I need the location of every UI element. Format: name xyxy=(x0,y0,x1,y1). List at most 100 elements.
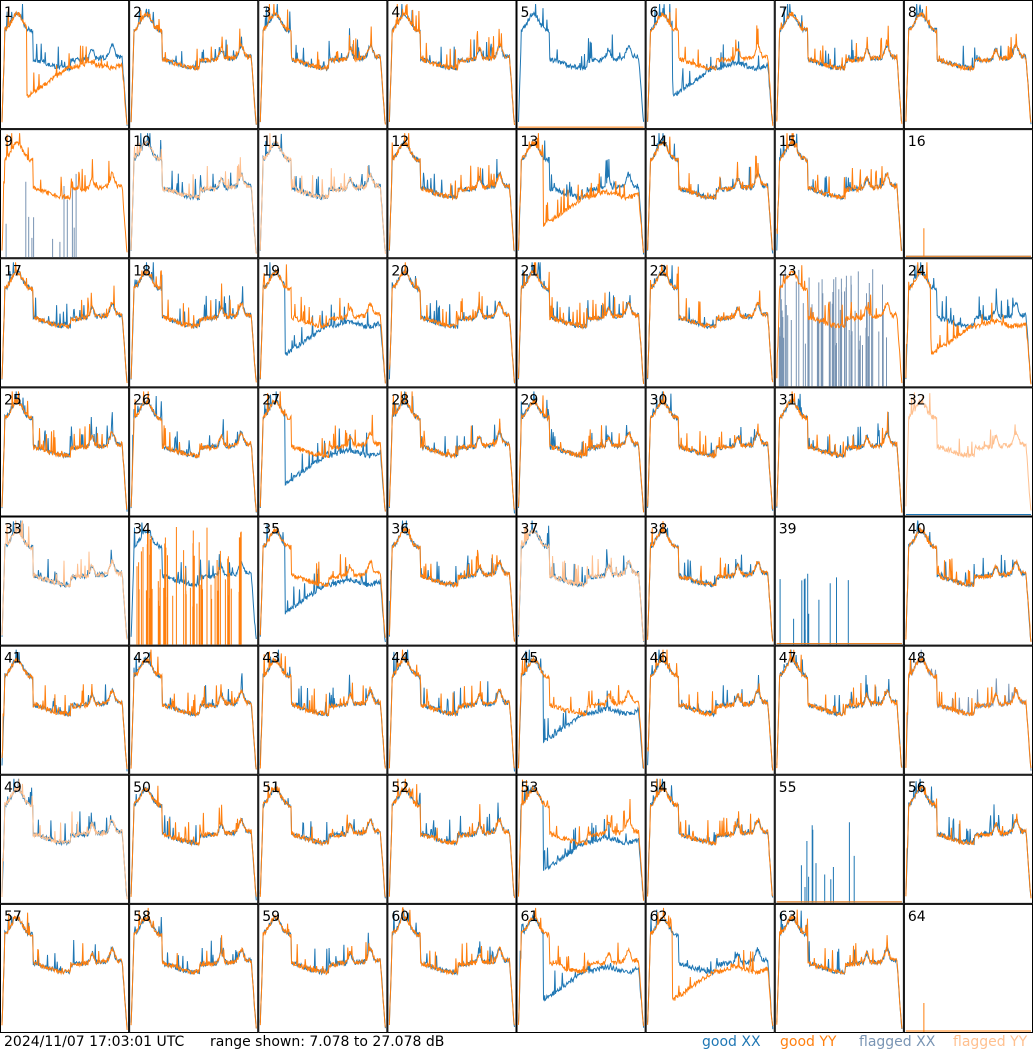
series-yy xyxy=(518,656,645,769)
panel-label: 1 xyxy=(4,5,13,21)
series-yy xyxy=(647,8,774,126)
series-yy xyxy=(518,779,645,901)
panel-label: 49 xyxy=(4,780,22,796)
panel-label: 30 xyxy=(650,392,668,408)
panel-label: 44 xyxy=(391,651,409,667)
panel-label: 25 xyxy=(4,392,22,408)
panel-label: 43 xyxy=(262,651,280,667)
series-yy xyxy=(259,3,386,125)
series-yy xyxy=(130,907,257,1029)
series-yy xyxy=(388,133,515,251)
panel-label: 51 xyxy=(262,780,280,796)
panel-frame xyxy=(645,387,775,517)
panel-frame xyxy=(387,0,517,130)
panel-frame xyxy=(387,903,517,1033)
series-yy xyxy=(388,778,515,898)
series-yy xyxy=(905,785,1032,899)
timestamp: 2024/11/07 17:03:01 UTC xyxy=(4,1034,185,1050)
panel-frame xyxy=(129,0,259,130)
panel-label: 23 xyxy=(779,263,797,279)
panel-label: 14 xyxy=(650,134,668,150)
legend-flagged-yy: flagged YY xyxy=(953,1034,1028,1050)
series-yy xyxy=(905,657,1032,768)
panel-frame xyxy=(645,258,775,388)
series-yy xyxy=(388,527,515,642)
series-yy xyxy=(776,391,903,513)
panel-frame xyxy=(0,129,130,259)
panel-label: 13 xyxy=(521,134,539,150)
footer-bar: 2024/11/07 17:03:01 UTC range shown: 7.0… xyxy=(0,1033,1033,1053)
series-yy xyxy=(647,391,774,510)
panel-label: 40 xyxy=(908,522,926,538)
panel-label: 12 xyxy=(391,134,409,150)
series-yy xyxy=(388,907,515,1026)
series-yy xyxy=(905,6,1032,123)
series-yy xyxy=(776,11,903,124)
panel-label: 4 xyxy=(391,5,400,21)
series-yy xyxy=(388,391,515,510)
panel-label: 59 xyxy=(262,909,280,925)
panel-label: 26 xyxy=(133,392,151,408)
panel-label: 15 xyxy=(779,134,797,150)
panel-label: 8 xyxy=(908,5,917,21)
panel-label: 53 xyxy=(521,780,539,796)
series-yy xyxy=(905,262,1032,385)
series-yy xyxy=(1,520,128,640)
series-yy xyxy=(388,649,515,769)
panel-label: 11 xyxy=(262,134,280,150)
series-yy xyxy=(1,262,128,384)
series-yy xyxy=(647,649,774,771)
panel-label: 60 xyxy=(391,909,409,925)
series-yy xyxy=(647,264,774,383)
panel-frame xyxy=(774,129,904,259)
series-xx xyxy=(518,3,645,123)
panel-frame xyxy=(387,774,517,904)
panel-label: 6 xyxy=(650,5,659,21)
series-yy xyxy=(259,264,386,384)
panel-label: 35 xyxy=(262,522,280,538)
panel-label: 52 xyxy=(391,780,409,796)
range-text: range shown: 7.078 to 27.078 dB xyxy=(210,1034,445,1050)
panel-frame xyxy=(774,387,904,517)
panel-label: 48 xyxy=(908,651,926,667)
series-yy xyxy=(1,391,128,510)
panel-label: 3 xyxy=(262,5,271,21)
series-yy xyxy=(647,521,774,642)
panel-label: 17 xyxy=(4,263,22,279)
panel-frame xyxy=(387,387,517,517)
panel-label: 19 xyxy=(262,263,280,279)
panel-label: 37 xyxy=(521,522,539,538)
series-yy xyxy=(259,783,386,898)
series-yy xyxy=(136,527,242,645)
panel-label: 2 xyxy=(133,5,142,21)
panel-label: 58 xyxy=(133,909,151,925)
series-yy xyxy=(1,657,128,770)
panel-label: 5 xyxy=(521,5,530,21)
series-xx xyxy=(1,3,128,126)
panel-label: 33 xyxy=(4,522,22,538)
series-yy xyxy=(259,133,386,254)
series-yy xyxy=(518,133,645,253)
panel-frame xyxy=(903,903,1033,1033)
panel-label: 16 xyxy=(908,134,926,150)
panel-label: 27 xyxy=(262,392,280,408)
panel-label: 57 xyxy=(4,909,22,925)
panel-label: 32 xyxy=(908,392,926,408)
series-xx xyxy=(130,8,257,125)
panel-label: 18 xyxy=(133,263,151,279)
panel-label: 41 xyxy=(4,651,22,667)
series-yy xyxy=(776,265,903,384)
panel-label: 24 xyxy=(908,263,926,279)
panel-label: 42 xyxy=(133,651,151,667)
panel-frame xyxy=(0,387,130,517)
series-yy xyxy=(259,528,386,638)
series-yy xyxy=(388,3,515,126)
panel-frame xyxy=(645,516,775,646)
series-yy xyxy=(130,649,257,770)
panel-frame xyxy=(387,516,517,646)
panel-label: 28 xyxy=(391,392,409,408)
panel-label: 56 xyxy=(908,780,926,796)
panel-label: 20 xyxy=(391,263,409,279)
panel-frame xyxy=(774,516,904,646)
